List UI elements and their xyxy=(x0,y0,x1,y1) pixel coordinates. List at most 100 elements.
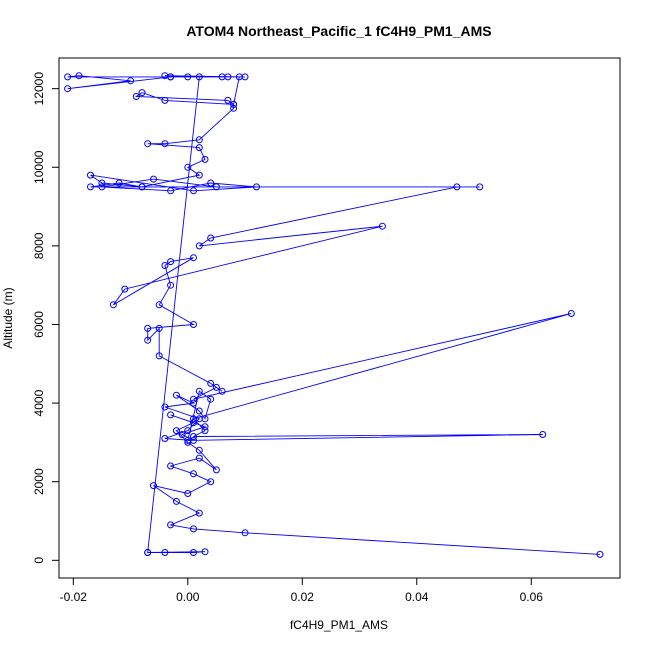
data-point xyxy=(98,179,106,187)
data-point xyxy=(241,73,249,81)
data-point xyxy=(195,73,203,81)
y-axis: 0 2000 4000 6000 8000 10000 12000 xyxy=(32,72,60,564)
data-point xyxy=(207,179,215,187)
data-point xyxy=(195,136,203,144)
data-point xyxy=(476,183,484,191)
y-axis-label: Altitude (m) xyxy=(1,287,15,348)
data-point xyxy=(195,171,203,179)
data-point xyxy=(218,73,226,81)
data-point xyxy=(161,140,169,148)
data-point xyxy=(167,411,175,419)
data-point xyxy=(195,387,203,395)
data-point xyxy=(87,183,94,191)
data-point xyxy=(155,352,163,360)
data-point xyxy=(172,427,180,435)
data-point xyxy=(172,497,180,505)
data-point xyxy=(596,550,604,558)
data-point xyxy=(207,395,215,403)
y-tick-label: 0 xyxy=(32,557,46,564)
data-point xyxy=(64,73,72,81)
data-point xyxy=(190,549,197,556)
data-point xyxy=(161,262,169,269)
data-point xyxy=(195,407,203,415)
data-point xyxy=(98,183,106,191)
data-point xyxy=(161,435,169,442)
x-tick-label: -0.02 xyxy=(60,590,88,604)
data-point xyxy=(178,431,186,438)
data-point xyxy=(201,427,209,435)
y-tick-label: 12000 xyxy=(32,72,46,106)
data-point xyxy=(109,301,117,309)
data-point xyxy=(201,423,209,431)
data-point xyxy=(184,163,192,171)
data-point xyxy=(161,403,169,411)
data-point xyxy=(161,72,169,80)
data-point xyxy=(184,490,192,497)
data-point xyxy=(150,482,157,490)
data-point xyxy=(453,183,461,191)
data-point xyxy=(167,187,175,195)
data-point xyxy=(172,391,180,399)
data-point xyxy=(230,100,238,108)
data-point xyxy=(201,155,209,163)
x-tick-label: 0.00 xyxy=(176,590,200,604)
data-point xyxy=(184,436,192,444)
data-point xyxy=(195,509,203,517)
data-point xyxy=(167,281,175,289)
data-point xyxy=(195,242,203,250)
series-line xyxy=(67,75,601,555)
data-point xyxy=(144,140,152,148)
y-tick-label: 8000 xyxy=(32,232,46,259)
data-point xyxy=(195,144,203,152)
data-point xyxy=(212,383,220,391)
data-point xyxy=(212,466,220,474)
data-point xyxy=(190,525,197,533)
data-point xyxy=(138,183,146,191)
data-point xyxy=(253,183,260,191)
data-point xyxy=(218,387,226,395)
data-point xyxy=(161,96,169,104)
data-point xyxy=(167,462,175,470)
data-point xyxy=(190,254,197,262)
data-point xyxy=(190,399,197,407)
data-point xyxy=(567,310,575,317)
data-point xyxy=(75,72,83,80)
y-tick-label: 10000 xyxy=(32,150,46,184)
data-point xyxy=(167,521,175,529)
data-point xyxy=(150,175,157,183)
x-tick-label: 0.04 xyxy=(405,590,429,604)
data-point xyxy=(190,187,197,195)
data-point xyxy=(539,431,547,438)
series-connector-line xyxy=(67,75,601,555)
data-point xyxy=(144,336,152,344)
data-point xyxy=(184,427,192,435)
x-axis: -0.02 0.00 0.02 0.04 0.06 xyxy=(60,577,543,604)
x-tick-label: 0.02 xyxy=(291,590,315,604)
data-point xyxy=(144,324,152,332)
chart-title: ATOM4 Northeast_Pacific_1 fC4H9_PM1_AMS xyxy=(186,23,491,39)
data-point xyxy=(201,548,209,556)
data-point xyxy=(155,324,163,332)
data-point xyxy=(190,321,197,328)
data-point xyxy=(132,93,140,100)
data-point xyxy=(161,549,169,556)
data-point xyxy=(241,529,249,537)
data-point xyxy=(155,301,163,309)
data-point xyxy=(207,234,215,242)
data-point xyxy=(144,549,152,556)
y-tick-label: 6000 xyxy=(32,311,46,338)
y-tick-label: 4000 xyxy=(32,389,46,416)
data-point xyxy=(190,395,197,403)
data-point xyxy=(184,73,192,81)
data-point xyxy=(224,96,232,104)
data-point xyxy=(167,258,175,266)
data-point xyxy=(127,77,135,85)
data-point xyxy=(190,419,197,427)
data-point xyxy=(201,415,209,423)
y-tick-label: 2000 xyxy=(32,468,46,495)
data-point xyxy=(212,183,220,191)
data-point xyxy=(190,433,197,440)
data-point xyxy=(378,222,386,230)
